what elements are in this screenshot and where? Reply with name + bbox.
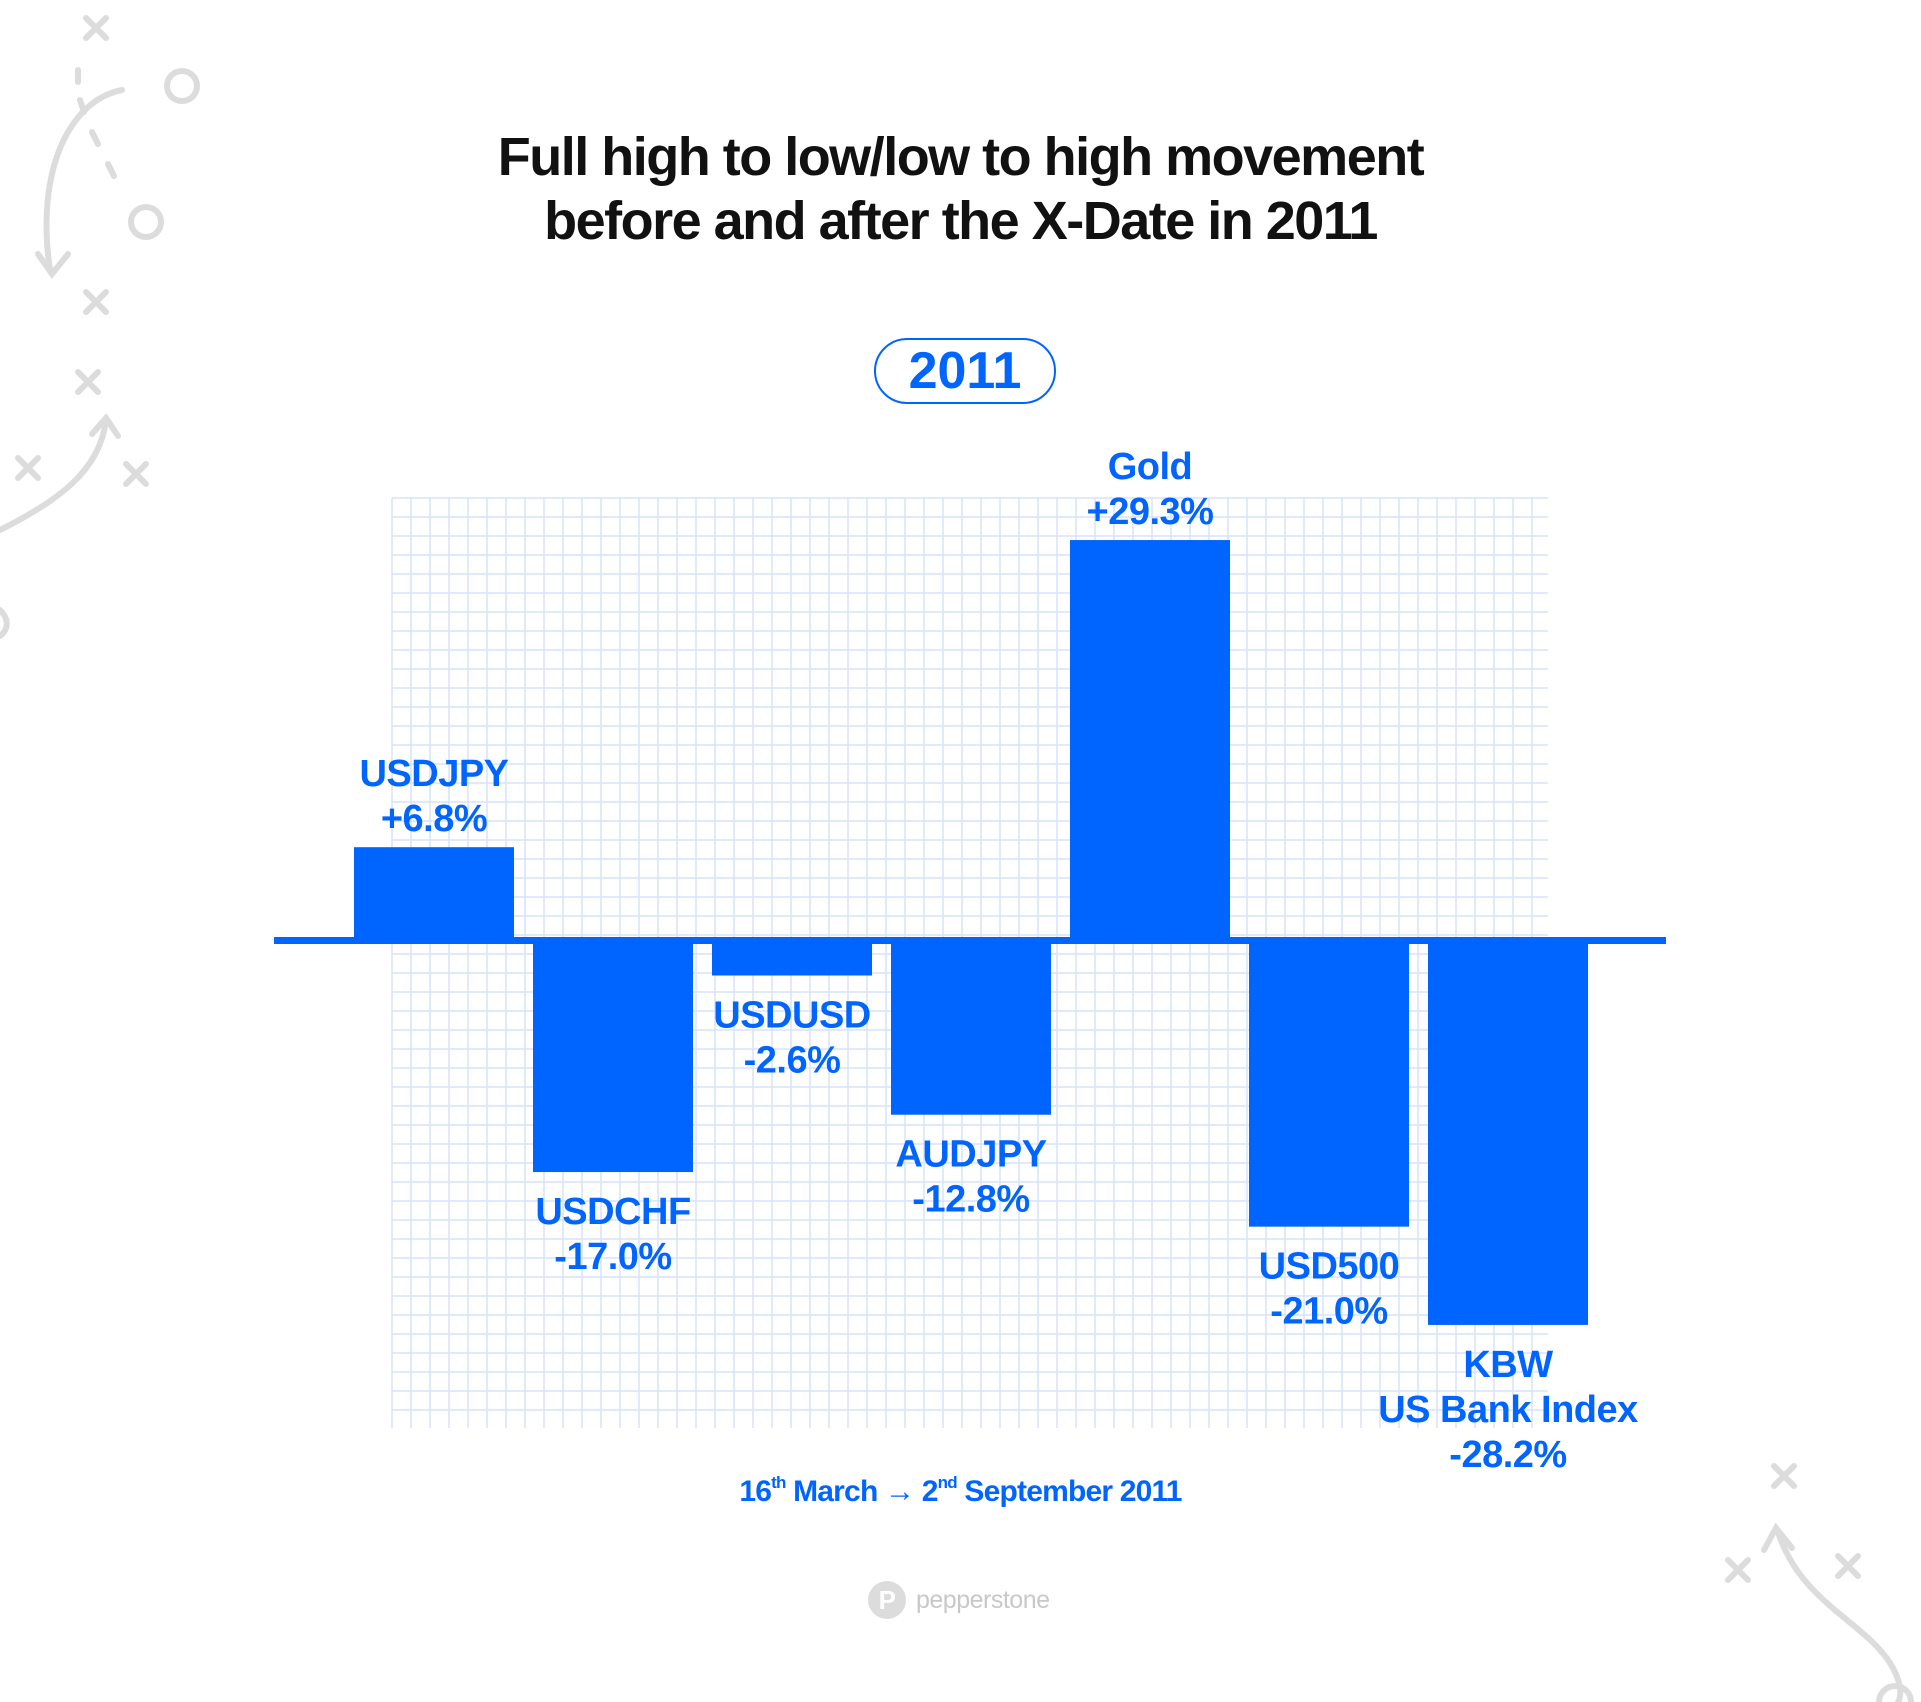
- bar-gold: [1070, 540, 1230, 940]
- brand-name: pepperstone: [916, 1585, 1050, 1614]
- pepperstone-logo-icon: P: [868, 1581, 906, 1619]
- start-month: March: [793, 1475, 878, 1508]
- category-label: USDJPY: [359, 753, 508, 795]
- category-label: USDUSD: [713, 994, 870, 1036]
- value-label: -21.0%: [1270, 1291, 1387, 1333]
- end-day: 2: [921, 1475, 939, 1508]
- value-label: -17.0%: [554, 1236, 671, 1278]
- chart-title: Full high to low/low to high movement be…: [0, 125, 1921, 253]
- category-label: USDCHF: [535, 1191, 690, 1233]
- end-day-suffix: nd: [937, 1473, 958, 1492]
- value-label: -2.6%: [744, 1039, 841, 1081]
- value-label: +6.8%: [381, 798, 487, 840]
- value-label: -28.2%: [1449, 1434, 1566, 1476]
- value-label: +29.3%: [1087, 491, 1214, 533]
- bar-usdjpy: [354, 847, 514, 940]
- brand-watermark: P pepperstone: [868, 1578, 1050, 1622]
- value-label: -12.8%: [912, 1179, 1029, 1221]
- bar-kbw-us-bank-index: [1428, 940, 1588, 1325]
- date-range-label: 16th March → 2nd September 2011: [0, 1473, 1921, 1509]
- category-label: USD500: [1259, 1246, 1400, 1288]
- category-label: AUDJPY: [895, 1134, 1046, 1176]
- title-line-1: Full high to low/low to high movement: [497, 127, 1425, 187]
- bar-usdchf: [533, 940, 693, 1173]
- start-day: 16: [739, 1475, 772, 1508]
- arrow-icon: →: [885, 1475, 915, 1508]
- category-label: US Bank Index: [1378, 1389, 1638, 1431]
- end-month-year: September 2011: [964, 1475, 1182, 1508]
- category-label: Gold: [1108, 446, 1193, 488]
- start-day-suffix: th: [771, 1473, 786, 1492]
- bar-audjpy: [891, 940, 1051, 1115]
- category-label: KBW: [1463, 1344, 1553, 1386]
- title-line-2: before and after the X-Date in 2011: [544, 191, 1378, 251]
- zero-axis-line: [274, 937, 1666, 944]
- year-badge: 2011: [874, 338, 1056, 404]
- bar-usd500: [1249, 940, 1409, 1227]
- bar-usdusd: [712, 940, 872, 976]
